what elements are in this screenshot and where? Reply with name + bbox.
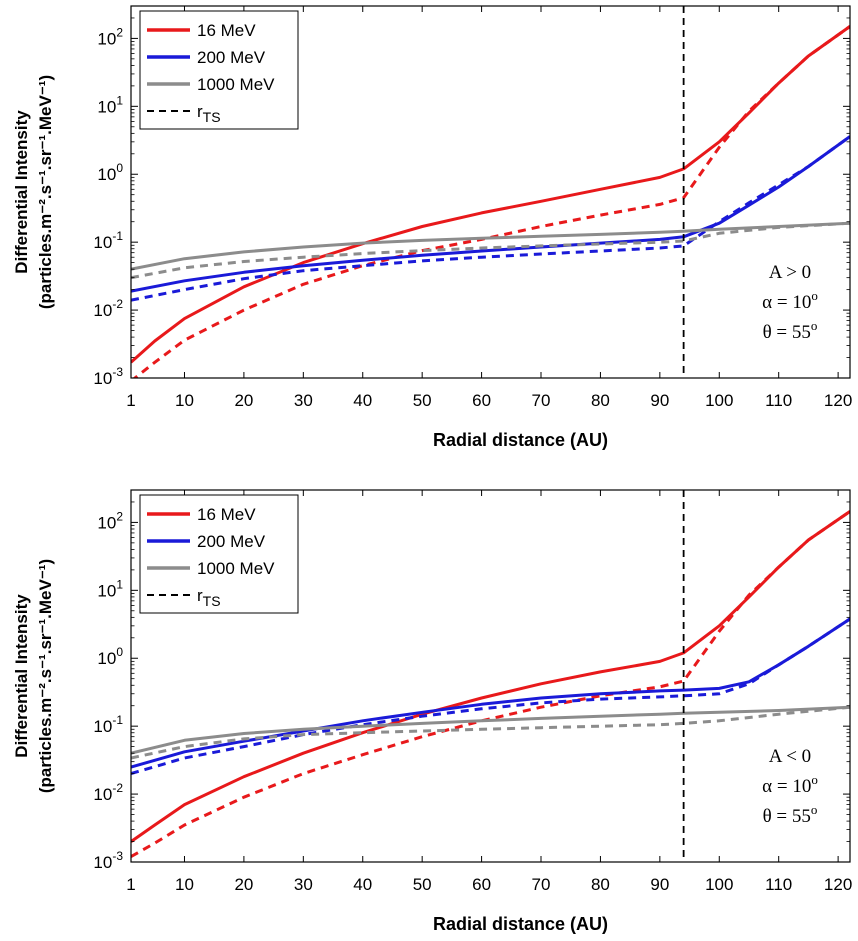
y-tick-label: 101 xyxy=(97,93,123,116)
legend-label: 200 MeV xyxy=(197,48,266,67)
series-group xyxy=(131,25,850,378)
y-tick-label: 100 xyxy=(97,161,123,184)
series-line-200-mev-dashed xyxy=(131,135,850,302)
legend: 16 MeV 200 MeV 1000 MeV rTS xyxy=(139,10,299,130)
x-tick-label: 40 xyxy=(353,391,372,410)
y-tick-label: 102 xyxy=(97,509,123,532)
y-axis-label-line1: Differential Intensity xyxy=(12,110,31,274)
chart-panel-top: 1 10 20 30 40 50 60 70 80 90 100 110 12010-310-210-1… xyxy=(12,5,852,450)
legend-label: 200 MeV xyxy=(197,532,266,551)
y-tick-label: 10-3 xyxy=(93,849,123,872)
annotation-tilt-angle: α = 10o xyxy=(762,288,818,313)
x-tick-label: 80 xyxy=(591,391,610,410)
series-line-1000-mev-solid xyxy=(131,221,850,271)
y-axis-label-line1: Differential Intensity xyxy=(12,594,31,758)
series-line-200-mev-solid xyxy=(131,135,850,293)
y-tick-label: 10-3 xyxy=(93,365,123,388)
x-tick-label: 30 xyxy=(294,391,313,410)
x-axis-label: Radial distance (AU) xyxy=(433,430,608,450)
x-tick-label: 50 xyxy=(413,391,432,410)
y-tick-label: 10-2 xyxy=(93,297,123,320)
legend-label: 16 MeV xyxy=(197,21,256,40)
x-tick-label: 60 xyxy=(472,875,491,894)
annotation-tilt-angle: α = 10o xyxy=(762,772,818,797)
y-tick-label: 10-1 xyxy=(93,713,123,736)
y-tick-label: 100 xyxy=(97,645,123,668)
series-line-1000-mev-solid xyxy=(131,705,850,755)
legend-label: 16 MeV xyxy=(197,505,256,524)
x-tick-label: 50 xyxy=(413,875,432,894)
series-line-16-mev-dashed xyxy=(131,510,850,858)
series-line-1000-mev-dashed xyxy=(131,705,850,760)
series-group xyxy=(131,510,850,858)
x-tick-label: 10 xyxy=(175,875,194,894)
x-tick-label: 110 xyxy=(765,391,792,410)
x-tick-label: 60 xyxy=(472,391,491,410)
legend-label: rTS xyxy=(197,586,221,609)
x-tick-label: 70 xyxy=(532,391,551,410)
x-tick-label: 90 xyxy=(650,391,669,410)
y-axis-label-line2: (particles.m⁻².s⁻¹.sr⁻¹.MeV⁻¹) xyxy=(36,75,55,309)
x-tick-label: 100 xyxy=(705,875,733,894)
series-line-1000-mev-dashed xyxy=(131,221,850,280)
axes-frame xyxy=(130,5,851,379)
y-tick-label: 10-2 xyxy=(93,781,123,804)
annotation-theta: θ = 55o xyxy=(763,802,818,827)
x-axis-label: Radial distance (AU) xyxy=(433,914,608,934)
x-tick-label: 40 xyxy=(353,875,372,894)
annotation-polarity: A > 0 xyxy=(769,262,811,283)
legend-label: rTS xyxy=(197,102,221,125)
x-tick-label: 120 xyxy=(824,391,852,410)
x-tick-label: 80 xyxy=(591,875,610,894)
x-tick-label: 70 xyxy=(532,875,551,894)
series-line-200-mev-solid xyxy=(131,617,850,769)
x-tick-label: 90 xyxy=(650,875,669,894)
y-tick-label: 101 xyxy=(97,577,123,600)
x-tick-label: 1 xyxy=(126,875,135,894)
x-tick-label: 20 xyxy=(234,391,253,410)
y-tick-label: 10-1 xyxy=(93,229,123,252)
x-tick-label: 10 xyxy=(175,391,194,410)
x-tick-label: 30 xyxy=(294,875,313,894)
chart-panel-bottom: 1 10 20 30 40 50 60 70 80 90 100 110 12010-310-210-1… xyxy=(12,489,852,934)
x-tick-label: 1 xyxy=(126,391,135,410)
legend-label: 1000 MeV xyxy=(197,559,275,578)
series-line-16-mev-solid xyxy=(131,25,850,364)
axes-frame xyxy=(130,489,851,863)
legend: 16 MeV 200 MeV 1000 MeV rTS xyxy=(139,494,299,614)
legend-label: 1000 MeV xyxy=(197,75,275,94)
x-tick-label: 120 xyxy=(824,875,852,894)
y-axis-label-line2: (particles.m⁻².s⁻¹.sr⁻¹.MeV⁻¹) xyxy=(36,559,55,793)
x-tick-label: 100 xyxy=(705,391,733,410)
y-tick-label: 102 xyxy=(97,25,123,48)
series-line-200-mev-dashed xyxy=(131,617,850,776)
x-tick-label: 20 xyxy=(234,875,253,894)
x-tick-label: 110 xyxy=(765,875,792,894)
annotation-polarity: A < 0 xyxy=(769,746,811,767)
annotation-theta: θ = 55o xyxy=(763,318,818,343)
